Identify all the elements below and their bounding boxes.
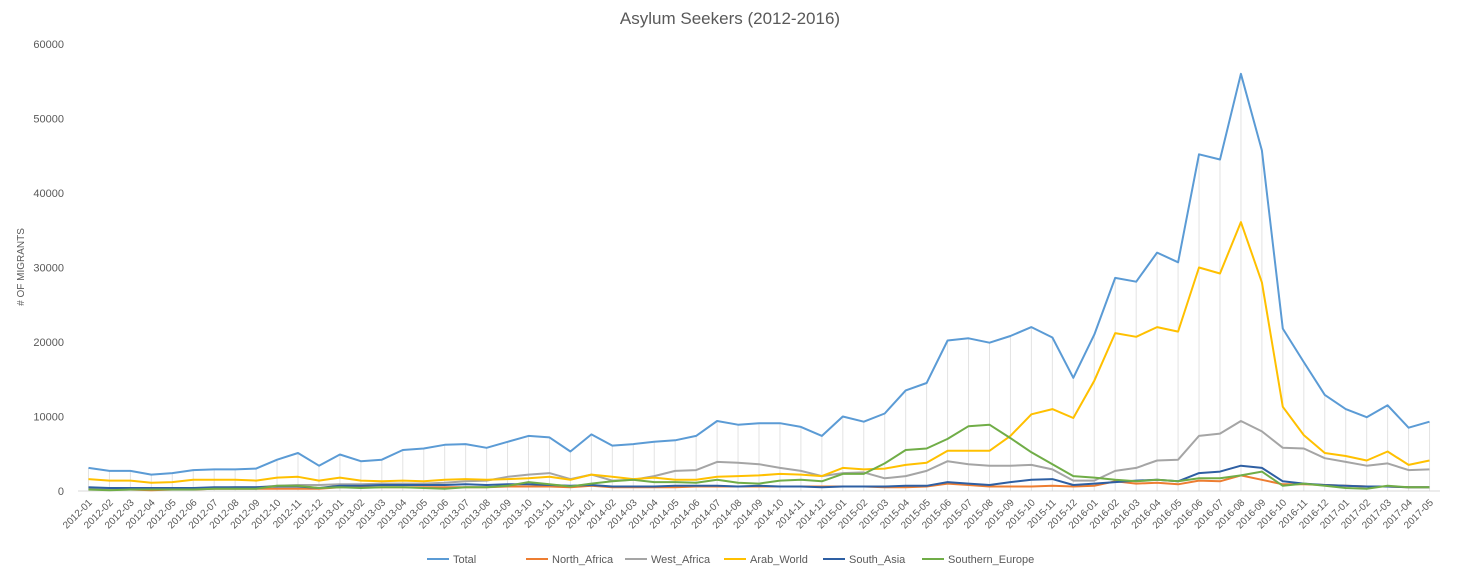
y-tick-label: 60000	[33, 39, 64, 51]
series-line-total	[88, 72, 1430, 476]
series-line-west-africa	[88, 420, 1430, 490]
legend: Total North_Africa West_Africa Arab_World So…	[427, 554, 1034, 566]
y-tick-label: 10000	[33, 412, 64, 424]
legend-label-south-asia: South_Asia	[849, 554, 906, 566]
y-tick-label: 40000	[33, 188, 64, 200]
legend-label-north-africa: North_Africa	[552, 554, 614, 566]
series-line-southern-europe	[88, 423, 1430, 492]
y-tick-label: 0	[58, 486, 64, 498]
x-axis-ticks: 2012-012012-022012-032012-042012-052012-…	[61, 497, 1436, 531]
series-line-arab-world	[88, 221, 1430, 484]
y-tick-label: 20000	[33, 337, 64, 349]
y-axis-ticks: 0 10000 20000 30000 40000 50000 60000	[33, 39, 64, 498]
y-tick-label: 30000	[33, 263, 64, 275]
y-tick-label: 50000	[33, 114, 64, 126]
series-lines	[88, 72, 1430, 492]
legend-label-arab-world: Arab_World	[750, 554, 808, 566]
legend-label-total: Total	[453, 554, 476, 566]
chart-title: Asylum Seekers (2012-2016)	[620, 9, 840, 28]
legend-label-southern-europe: Southern_Europe	[948, 554, 1034, 566]
y-axis-label: # OF MIGRANTS	[16, 228, 27, 306]
legend-label-west-africa: West_Africa	[651, 554, 711, 566]
